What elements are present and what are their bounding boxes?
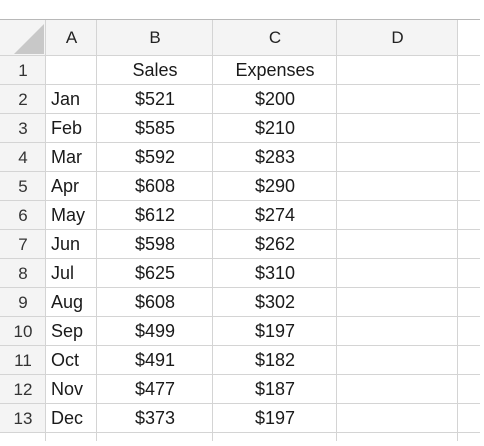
gridline-horizontal [0, 113, 480, 114]
row-header-1[interactable]: 1 [0, 56, 46, 85]
row-header-6[interactable]: 6 [0, 201, 46, 230]
header-top-border [0, 19, 480, 20]
cell-c11[interactable]: $182 [254, 350, 296, 370]
cell-c9[interactable]: $302 [254, 292, 296, 312]
cell-a3[interactable]: Feb [51, 118, 83, 138]
cell-d1[interactable] [337, 56, 458, 85]
cell-b12[interactable]: $477 [134, 379, 176, 399]
gridline-horizontal [0, 403, 480, 404]
cell-b3[interactable]: $585 [134, 118, 176, 138]
cell-b13[interactable]: $373 [134, 408, 176, 428]
row-header-7[interactable]: 7 [0, 230, 46, 259]
gridline-vertical [96, 20, 97, 441]
cell-d9[interactable] [337, 288, 458, 317]
gridline-horizontal [0, 432, 480, 433]
gridline-vertical [212, 20, 213, 441]
row-header-12[interactable]: 12 [0, 375, 46, 404]
cell-b11[interactable]: $491 [134, 350, 176, 370]
gridline-horizontal [0, 171, 480, 172]
cell-b1[interactable]: Sales [132, 60, 178, 80]
cell-c5[interactable]: $290 [254, 176, 296, 196]
column-header-a[interactable]: A [46, 20, 97, 56]
cell-b8[interactable]: $625 [134, 263, 176, 283]
cell-c3[interactable]: $210 [254, 118, 296, 138]
cell-b5[interactable]: $608 [134, 176, 176, 196]
cell-c10[interactable]: $197 [254, 321, 296, 341]
gridline-vertical [457, 20, 458, 441]
select-all-corner[interactable] [0, 20, 46, 56]
gridline-horizontal [0, 142, 480, 143]
cell-a11[interactable]: Oct [51, 350, 80, 370]
cell-d7[interactable] [337, 230, 458, 259]
cell-b6[interactable]: $612 [134, 205, 176, 225]
column-header-b[interactable]: B [97, 20, 213, 56]
cell-a13[interactable]: Dec [51, 408, 84, 428]
cell-c4[interactable]: $283 [254, 147, 296, 167]
gridline-horizontal [0, 287, 480, 288]
cell-c7[interactable]: $262 [254, 234, 296, 254]
cell-a9[interactable]: Aug [51, 292, 84, 312]
select-all-triangle-icon [14, 24, 44, 54]
cell-c13[interactable]: $197 [254, 408, 296, 428]
row-header-5[interactable]: 5 [0, 172, 46, 201]
cell-b2[interactable]: $521 [134, 89, 176, 109]
cell-d4[interactable] [337, 143, 458, 172]
cell-a6[interactable]: May [51, 205, 86, 225]
row-header-8[interactable]: 8 [0, 259, 46, 288]
row-header-3[interactable]: 3 [0, 114, 46, 143]
gridline-vertical [336, 20, 337, 441]
cell-b7[interactable]: $598 [134, 234, 176, 254]
cell-d12[interactable] [337, 375, 458, 404]
cell-d3[interactable] [337, 114, 458, 143]
cell-a5[interactable]: Apr [51, 176, 80, 196]
row-header-2[interactable]: 2 [0, 85, 46, 114]
cell-a10[interactable]: Sep [51, 321, 84, 341]
cell-a2[interactable]: Jan [51, 89, 81, 109]
cell-d6[interactable] [337, 201, 458, 230]
cell-c12[interactable]: $187 [254, 379, 296, 399]
row-header-11[interactable]: 11 [0, 346, 46, 375]
cell-d13[interactable] [337, 404, 458, 433]
cell-a1[interactable] [46, 56, 97, 85]
cell-c8[interactable]: $310 [254, 263, 296, 283]
gridline-vertical [45, 20, 46, 441]
gridline-horizontal [0, 316, 480, 317]
gridline-horizontal [0, 345, 480, 346]
column-header-d[interactable]: D [337, 20, 458, 56]
cell-d11[interactable] [337, 346, 458, 375]
row-header-13[interactable]: 13 [0, 404, 46, 433]
cell-d2[interactable] [337, 85, 458, 114]
gridline-horizontal [0, 84, 480, 85]
gridline-horizontal [0, 258, 480, 259]
cell-a4[interactable]: Mar [51, 147, 82, 167]
cell-d10[interactable] [337, 317, 458, 346]
gridline-horizontal [0, 200, 480, 201]
cell-d5[interactable] [337, 172, 458, 201]
cell-b4[interactable]: $592 [134, 147, 176, 167]
cell-d8[interactable] [337, 259, 458, 288]
cell-b10[interactable]: $499 [134, 321, 176, 341]
row-header-4[interactable]: 4 [0, 143, 46, 172]
cell-c2[interactable]: $200 [254, 89, 296, 109]
row-header-9[interactable]: 9 [0, 288, 46, 317]
gridline-horizontal [0, 374, 480, 375]
cell-c1[interactable]: Expenses [235, 60, 315, 80]
cell-a12[interactable]: Nov [51, 379, 84, 399]
cell-a8[interactable]: Jul [51, 263, 75, 283]
row-header-10[interactable]: 10 [0, 317, 46, 346]
cell-a7[interactable]: Jun [51, 234, 81, 254]
gridline-horizontal [0, 55, 480, 56]
cell-c6[interactable]: $274 [254, 205, 296, 225]
column-header-c[interactable]: C [213, 20, 337, 56]
gridline-horizontal [0, 229, 480, 230]
cell-b9[interactable]: $608 [134, 292, 176, 312]
